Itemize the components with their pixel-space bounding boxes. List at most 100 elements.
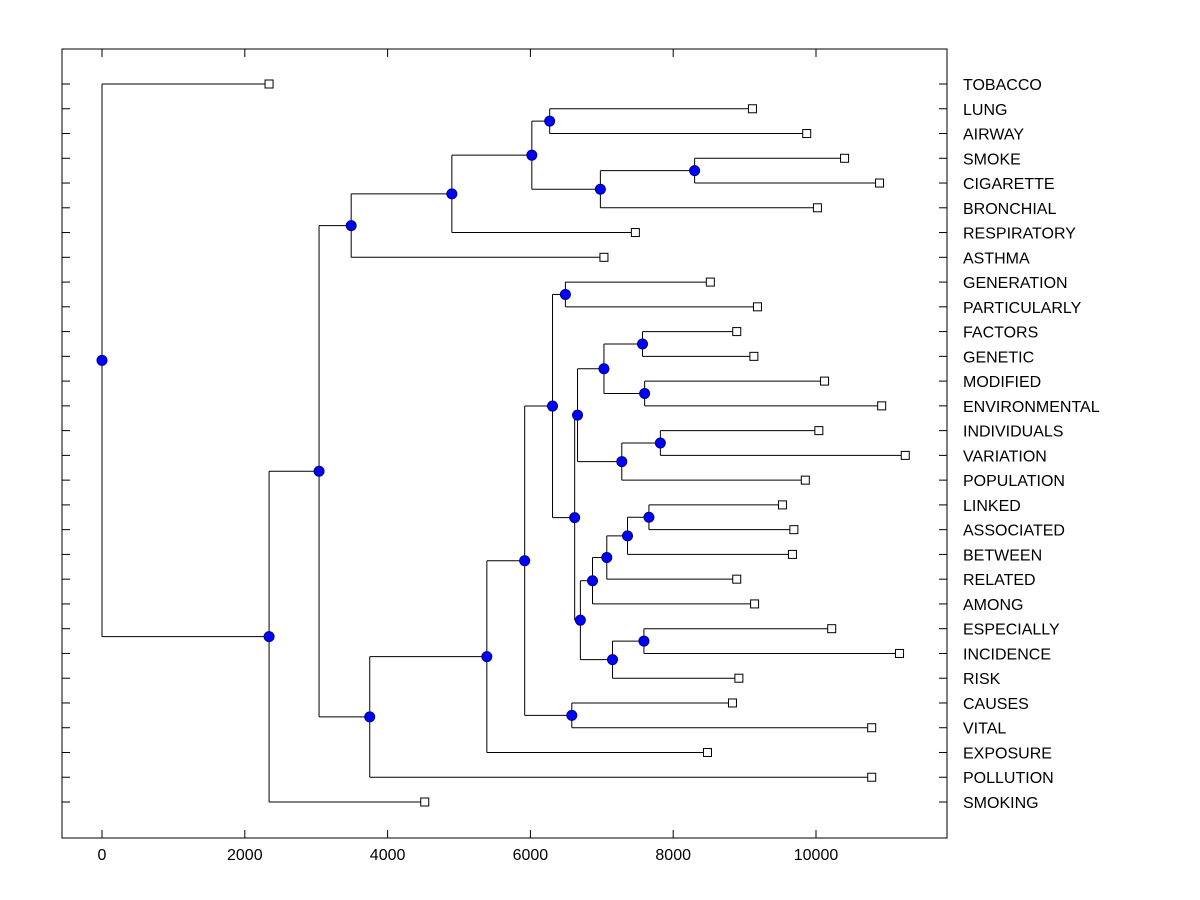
leaf-marker	[867, 723, 877, 733]
leaf-labels: TOBACCO LUNG AIRWAY SMOKE CIGARETTE BRONCHIAL…	[963, 77, 1100, 812]
leaf-marker	[727, 698, 737, 708]
cluster-node-marker	[526, 149, 538, 161]
leaf-marker	[812, 203, 822, 213]
cluster-node-marker	[636, 338, 648, 350]
leaf-marker	[840, 153, 850, 163]
leaf-marker	[900, 450, 910, 460]
leaf-marker	[800, 475, 810, 485]
leaf-label: EXPOSURE	[963, 745, 1052, 762]
leaf-label: CIGARETTE	[963, 176, 1055, 193]
cluster-node-marker	[345, 220, 357, 232]
cluster-node-marker	[574, 614, 586, 626]
x-tick-label: 8000	[655, 847, 691, 864]
leaf-label: POLLUTION	[963, 770, 1054, 787]
cluster-node-marker	[639, 387, 651, 399]
leaf-label: LUNG	[963, 102, 1007, 119]
leaf-label: MODIFIED	[963, 374, 1041, 391]
cluster-node-marker	[616, 456, 628, 468]
leaf-label: BRONCHIAL	[963, 201, 1056, 218]
x-tick-label: 10000	[794, 847, 839, 864]
leaf-label: RELATED	[963, 572, 1036, 589]
leaf-marker	[820, 376, 830, 386]
leaf-markers	[264, 79, 910, 807]
leaf-marker	[264, 79, 274, 89]
leaf-label: GENETIC	[963, 349, 1034, 366]
cluster-node-marker	[364, 711, 376, 723]
leaf-marker	[747, 104, 757, 114]
leaf-label: AIRWAY	[963, 127, 1024, 144]
leaf-marker	[789, 525, 799, 535]
leaf-marker	[705, 277, 715, 287]
leaf-label: SMOKE	[963, 151, 1021, 168]
cluster-node-marker	[544, 115, 556, 127]
leaf-marker	[732, 574, 742, 584]
leaf-label: TOBACCO	[963, 77, 1042, 94]
cluster-node-marker	[598, 363, 610, 375]
leaf-marker	[827, 624, 837, 634]
leaf-label: ESPECIALLY	[963, 622, 1060, 639]
cluster-node-marker	[566, 709, 578, 721]
leaf-label: INCIDENCE	[963, 646, 1051, 663]
leaf-label: ASTHMA	[963, 250, 1030, 267]
plot-frame	[61, 48, 948, 839]
leaf-label: GENERATION	[963, 275, 1068, 292]
leaf-marker	[420, 797, 430, 807]
leaf-label: BETWEEN	[963, 547, 1042, 564]
cluster-node-marker	[607, 654, 619, 666]
cluster-node-marker	[572, 409, 584, 421]
cluster-node-marker	[643, 511, 655, 523]
leaf-marker	[777, 500, 787, 510]
leaf-marker	[802, 129, 812, 139]
leaf-label: SMOKING	[963, 795, 1039, 812]
leaf-label: VITAL	[963, 721, 1006, 738]
cluster-node-marker	[96, 354, 108, 366]
leaf-marker	[749, 351, 759, 361]
leaf-marker	[750, 599, 760, 609]
leaf-marker	[895, 648, 905, 658]
leaf-marker	[814, 426, 824, 436]
x-axis-tick-labels: 0 2000 4000 6000 8000 10000	[98, 847, 839, 864]
cluster-node-marker	[547, 400, 559, 412]
leaf-marker	[732, 327, 742, 337]
leaf-marker	[630, 228, 640, 238]
cluster-node-marker	[519, 555, 531, 567]
leaf-label: PARTICULARLY	[963, 300, 1082, 317]
leaf-label: VARIATION	[963, 448, 1047, 465]
cluster-node-marker	[313, 465, 325, 477]
cluster-node-marker	[587, 575, 599, 587]
cluster-node-marker	[481, 651, 493, 663]
axis-ticks	[62, 49, 947, 838]
leaf-label: FACTORS	[963, 325, 1038, 342]
leaf-marker	[599, 252, 609, 262]
leaf-label: ASSOCIATED	[963, 523, 1065, 540]
leaf-marker	[752, 302, 762, 312]
cluster-node-marker	[654, 437, 666, 449]
leaf-label: POPULATION	[963, 473, 1065, 490]
leaf-marker	[867, 772, 877, 782]
x-tick-label: 0	[98, 847, 107, 864]
leaf-marker	[877, 401, 887, 411]
leaf-marker	[702, 747, 712, 757]
cluster-node-marker	[569, 512, 581, 524]
x-tick-label: 6000	[513, 847, 549, 864]
cluster-node-marker	[601, 552, 613, 564]
cluster-node-marker	[622, 530, 634, 542]
leaf-marker	[875, 178, 885, 188]
leaf-label: INDIVIDUALS	[963, 424, 1063, 441]
cluster-node-marker	[559, 288, 571, 300]
leaf-label: AMONG	[963, 597, 1023, 614]
cluster-node-marker	[689, 165, 701, 177]
leaf-marker	[734, 673, 744, 683]
leaf-label: LINKED	[963, 498, 1021, 515]
leaf-label: RESPIRATORY	[963, 226, 1076, 243]
cluster-node-marker	[446, 188, 458, 200]
cluster-node-marker	[594, 183, 606, 195]
x-tick-label: 4000	[370, 847, 406, 864]
leaf-marker	[787, 549, 797, 559]
cluster-node-marker	[263, 631, 275, 643]
leaf-label: RISK	[963, 671, 1001, 688]
node-markers	[96, 115, 701, 723]
cluster-node-marker	[638, 635, 650, 647]
x-tick-label: 2000	[227, 847, 263, 864]
